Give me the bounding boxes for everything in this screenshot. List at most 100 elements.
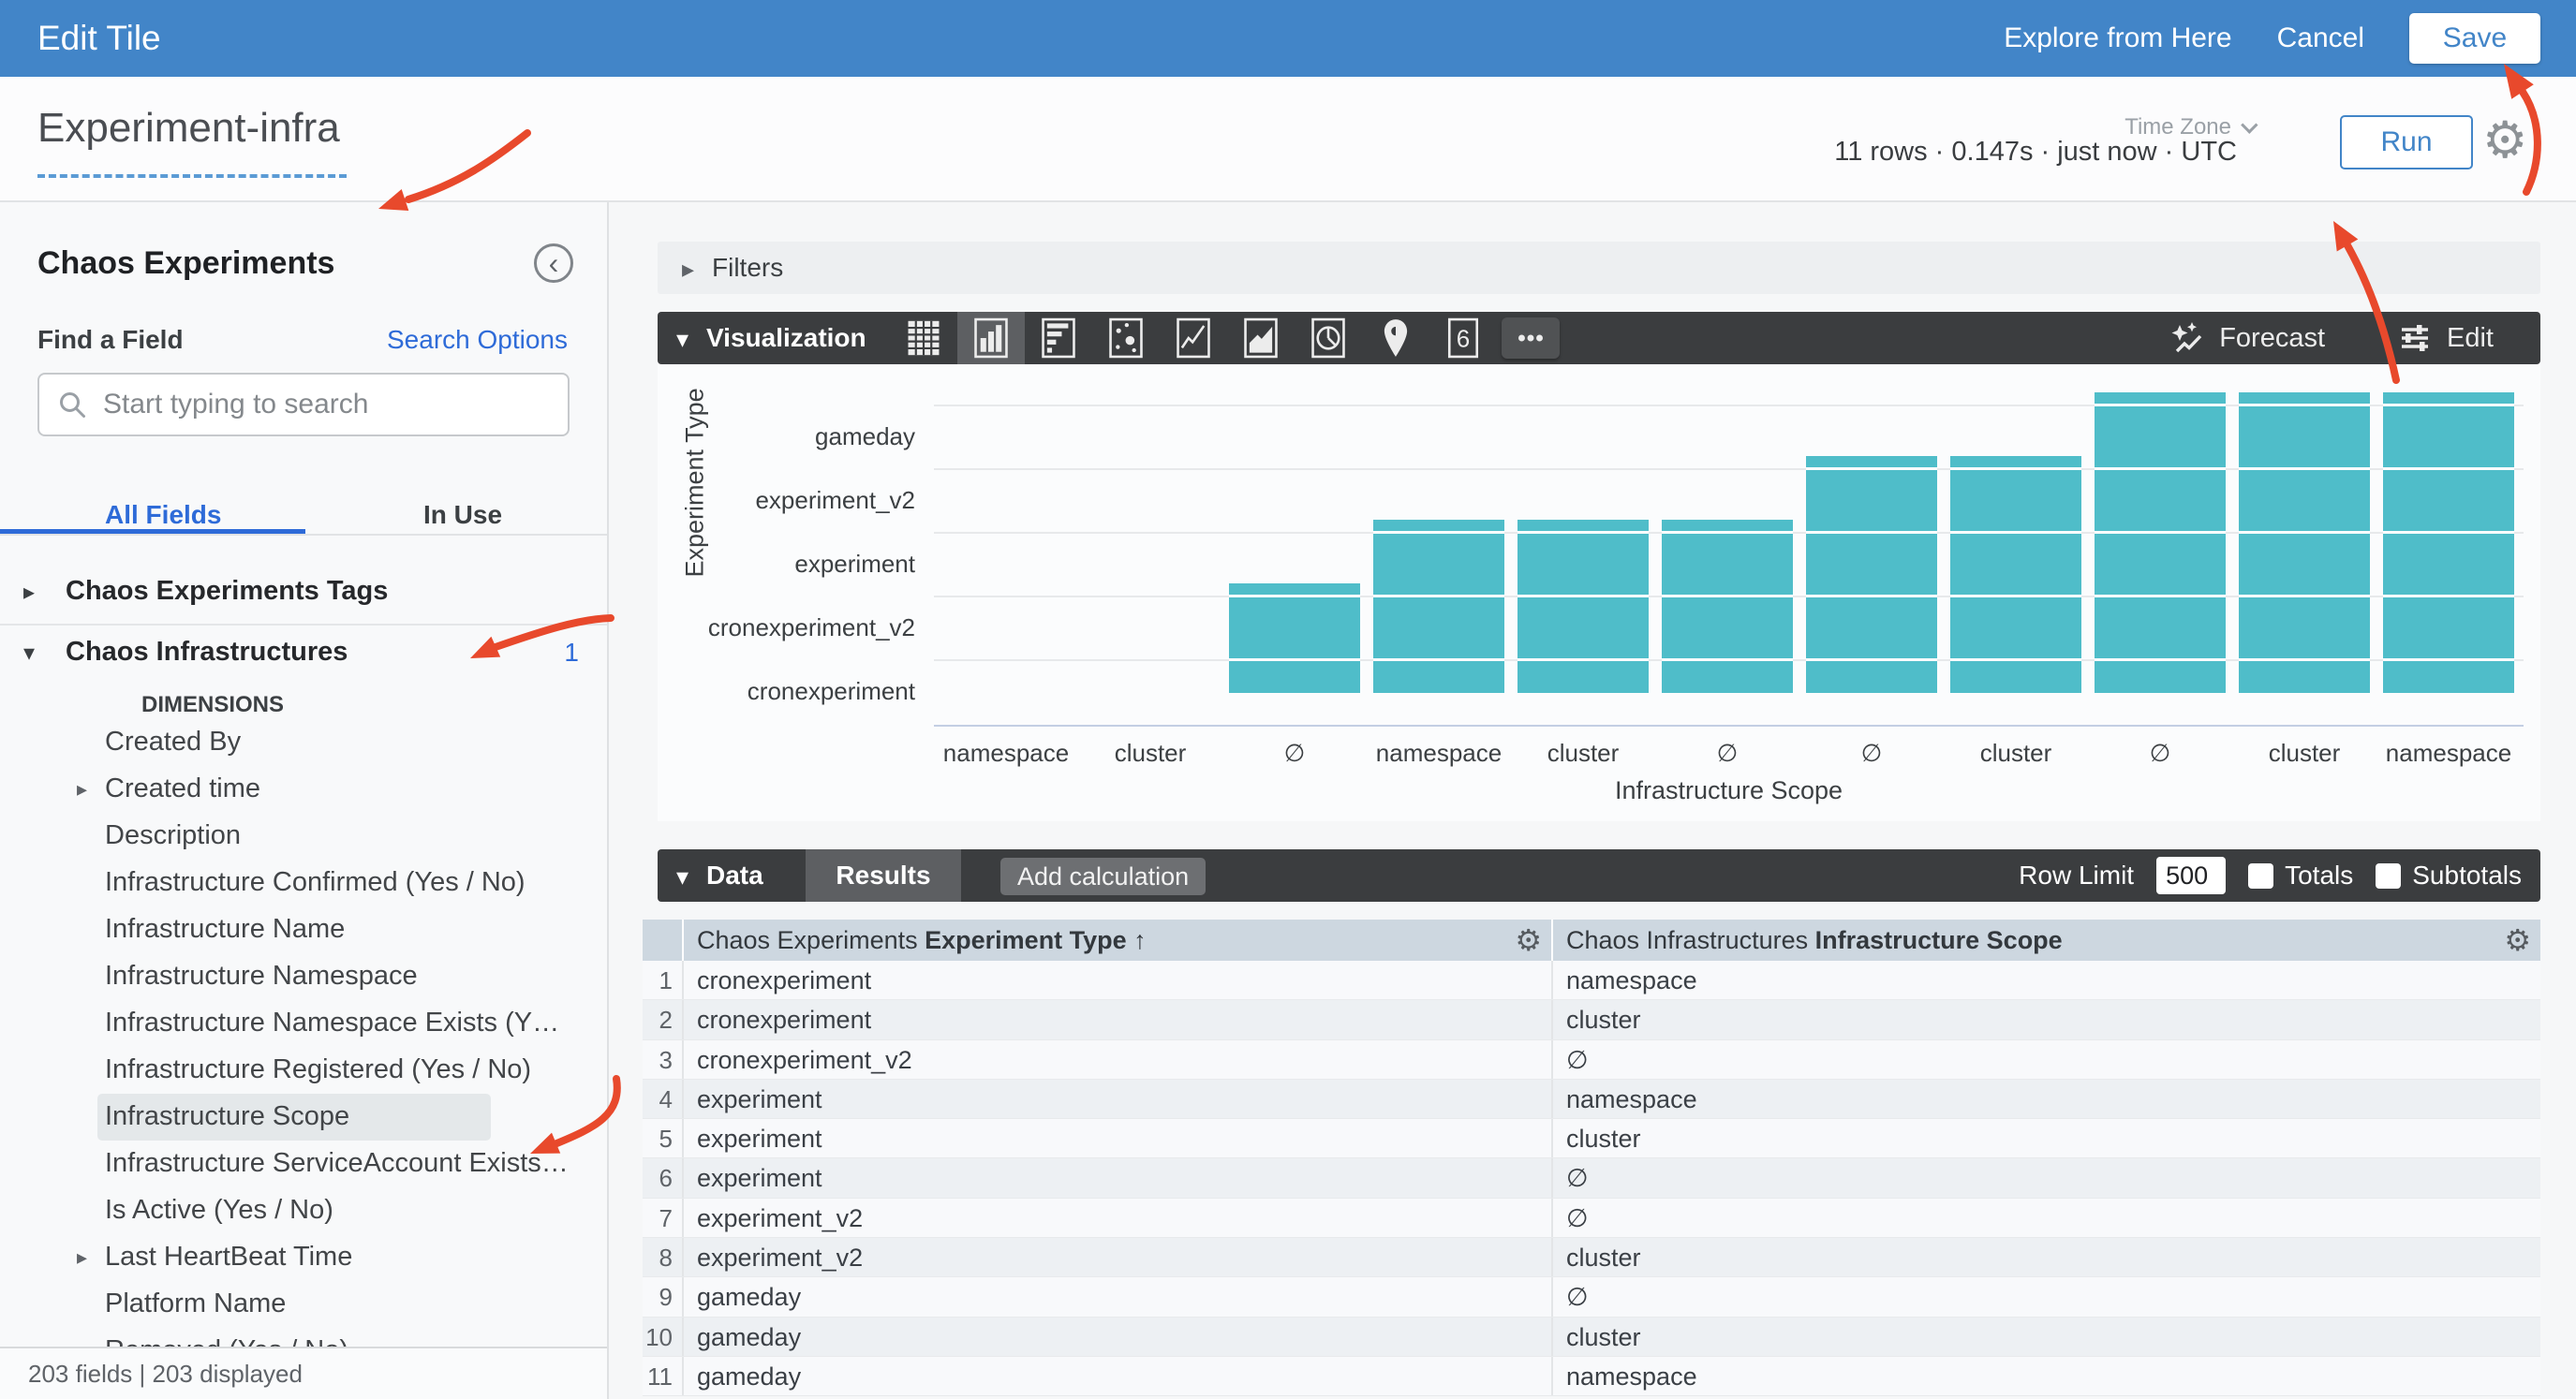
filters-section[interactable]: ▸ Filters [658, 242, 2540, 294]
caret-right-icon[interactable]: ▸ [23, 580, 36, 605]
divider [0, 534, 607, 536]
table-row[interactable]: 6 experiment ∅ [643, 1158, 2540, 1199]
sidebar-field-item[interactable]: Infrastructure Scope [0, 1094, 607, 1141]
y-tick-label: experiment_v2 [755, 486, 915, 514]
column-chart-icon[interactable] [957, 312, 1025, 364]
chart-bar[interactable] [2383, 392, 2514, 693]
cell-infrastructure-scope: namespace [1566, 966, 1697, 994]
scatter-icon[interactable] [1092, 312, 1160, 364]
chevron-down-icon [2241, 115, 2258, 134]
search-options-link[interactable]: Search Options [387, 325, 568, 354]
sidebar-field-item[interactable]: Platform Name [105, 1289, 287, 1318]
x-tick-label: ∅ [1283, 739, 1306, 767]
row-number: 4 [643, 1079, 684, 1119]
time-zone-selector[interactable]: Time Zone [2124, 114, 2258, 140]
totals-checkbox[interactable] [2248, 862, 2274, 889]
sidebar-field-item[interactable]: Infrastructure Registered (Yes / No) [105, 1054, 532, 1084]
add-calculation-button[interactable]: Add calculation [1000, 858, 1207, 895]
pie-chart-icon[interactable] [1295, 312, 1362, 364]
chart-bar[interactable] [1373, 520, 1504, 693]
page-title: Edit Tile [37, 19, 161, 57]
divider [0, 624, 607, 626]
area-chart-icon[interactable] [1227, 312, 1295, 364]
sidebar-field-item[interactable]: Infrastructure Namespace [105, 961, 418, 991]
table-row[interactable]: 3 cronexperiment_v2 ∅ [643, 1039, 2540, 1080]
more-icon[interactable] [1497, 312, 1564, 364]
sidebar-field-item[interactable]: ▸ Created time [77, 773, 261, 803]
sidebar-field-item[interactable]: Infrastructure ServiceAccount Exists… [105, 1148, 569, 1178]
table-header-row: Chaos Experiments Experiment Type ↑ ⚙ Ch… [643, 920, 2540, 961]
collapse-caret-icon[interactable]: ▾ [676, 325, 689, 353]
sidebar-field-item[interactable]: Created By [105, 727, 242, 757]
subtotals-checkbox[interactable] [2376, 862, 2402, 889]
chart-bar[interactable] [1806, 456, 1937, 693]
chart-bar[interactable] [1662, 520, 1793, 693]
filters-label: Filters [712, 253, 784, 282]
x-axis-line [934, 725, 2524, 727]
tab-all-fields[interactable]: All Fields [105, 500, 222, 529]
chart-bar[interactable] [2095, 392, 2226, 693]
column-header-infrastructure-scope[interactable]: Chaos Infrastructures Infrastructure Sco… [1553, 920, 2540, 961]
sidebar-field-item[interactable]: Infrastructure Confirmed (Yes / No) [105, 867, 526, 897]
y-tick-label: experiment [794, 550, 915, 578]
column-gear-icon[interactable]: ⚙ [2504, 922, 2531, 958]
find-a-field-label: Find a Field [37, 325, 184, 354]
sidebar-group[interactable]: ▸ Chaos Experiments Tags [23, 576, 389, 606]
table-row[interactable]: 4 experiment namespace [643, 1079, 2540, 1120]
collapse-sidebar-icon[interactable]: ‹ [534, 243, 573, 283]
table-row[interactable]: 11 gameday namespace [643, 1356, 2540, 1397]
explore-settings-gear-icon[interactable]: ⚙ [2482, 110, 2528, 169]
map-pin-icon[interactable] [1362, 312, 1429, 364]
table-row[interactable]: 10 gameday cluster [643, 1317, 2540, 1357]
column-header-experiment-type[interactable]: Chaos Experiments Experiment Type ↑ ⚙ [684, 920, 1553, 961]
row-number: 3 [643, 1039, 684, 1079]
cancel-button[interactable]: Cancel [2276, 22, 2364, 53]
selected-field-highlight [97, 1094, 491, 1141]
explore-from-here-button[interactable]: Explore from Here [2004, 22, 2232, 53]
chart-bar[interactable] [1517, 520, 1649, 693]
table-row[interactable]: 7 experiment_v2 ∅ [643, 1198, 2540, 1239]
tab-results[interactable]: Results [806, 849, 961, 902]
table-row[interactable]: 9 gameday ∅ [643, 1277, 2540, 1318]
single-value-icon[interactable]: 6 [1429, 312, 1497, 364]
table-row[interactable]: 8 experiment_v2 cluster [643, 1238, 2540, 1278]
column-chart: cronexperiment cronexperiment_v2 experimen… [658, 364, 2540, 821]
subtotals-label: Subtotals [2412, 861, 2522, 890]
caret-right-icon[interactable]: ▸ [77, 777, 88, 801]
sidebar-field-item[interactable]: Infrastructure Namespace Exists (Y… [105, 1008, 560, 1038]
line-chart-icon[interactable] [1160, 312, 1227, 364]
field-search-box[interactable] [37, 373, 570, 436]
tile-name[interactable]: Experiment-infra [37, 105, 340, 151]
row-limit-input[interactable] [2156, 857, 2227, 894]
collapse-caret-icon[interactable]: ▾ [676, 862, 689, 891]
cell-infrastructure-scope: namespace [1566, 1084, 1697, 1113]
sidebar-field-item[interactable]: Is Active (Yes / No) [105, 1195, 333, 1225]
table-row[interactable]: 2 cronexperiment cluster [643, 1000, 2540, 1040]
sidebar-field-item[interactable]: Description [105, 820, 242, 850]
caret-down-icon[interactable]: ▾ [23, 641, 36, 666]
chart-bar[interactable] [2239, 392, 2370, 693]
sidebar-group[interactable]: ▾ Chaos Infrastructures 1 [23, 637, 579, 667]
cell-experiment-type: gameday [684, 1356, 1553, 1396]
column-gear-icon[interactable]: ⚙ [1515, 922, 1542, 958]
save-button[interactable]: Save [2409, 13, 2540, 64]
gridline [934, 468, 2524, 470]
run-button[interactable]: Run [2340, 115, 2473, 169]
chart-bar[interactable] [1950, 456, 2081, 693]
table-icon[interactable] [890, 312, 957, 364]
caret-right-icon[interactable]: ▸ [77, 1245, 88, 1269]
table-row[interactable]: 5 experiment cluster [643, 1119, 2540, 1159]
tab-in-use[interactable]: In Use [423, 500, 503, 529]
bar-chart-icon[interactable] [1025, 312, 1092, 364]
cell-experiment-type: gameday [684, 1317, 1553, 1356]
forecast-button[interactable]: Forecast [2219, 322, 2326, 353]
edit-viz-button[interactable]: Edit [2447, 322, 2494, 353]
cell-infrastructure-scope: cluster [1566, 1125, 1641, 1154]
sidebar-field-item[interactable]: ▸ Last HeartBeat Time [77, 1242, 353, 1272]
cell-infrastructure-scope: ∅ [1566, 1045, 1589, 1074]
table-row[interactable]: 1 cronexperiment namespace [643, 961, 2540, 1001]
results-table: Chaos Experiments Experiment Type ↑ ⚙ Ch… [643, 920, 2540, 1399]
sidebar-field-item[interactable]: Infrastructure Name [105, 914, 346, 944]
chart-bar[interactable] [1229, 583, 1360, 693]
search-input[interactable] [103, 389, 534, 420]
